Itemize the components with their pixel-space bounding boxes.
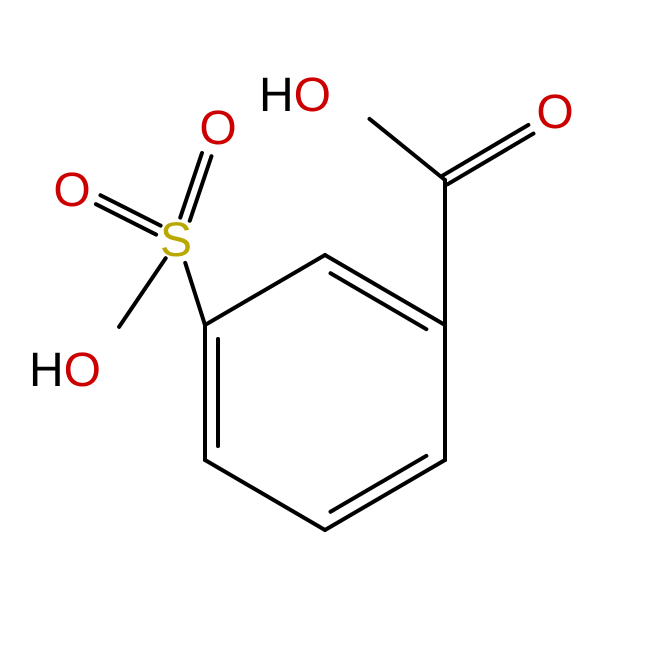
bond xyxy=(325,460,445,530)
bond xyxy=(190,156,212,221)
atom-label-O_left: O xyxy=(53,164,90,217)
atom-glyph: O xyxy=(64,344,101,397)
atom-glyph: H xyxy=(29,344,64,397)
bond xyxy=(331,456,427,512)
bond xyxy=(205,460,325,530)
bond xyxy=(185,263,205,325)
atom-label-HO_bottom: HO xyxy=(29,344,101,397)
bond xyxy=(205,255,325,325)
atom-glyph: S xyxy=(160,214,192,267)
bond xyxy=(448,134,534,185)
bond xyxy=(442,125,528,176)
atom-glyph: O xyxy=(199,102,236,155)
atom-glyph: O xyxy=(53,164,90,217)
atom-glyph: H xyxy=(259,69,294,122)
bond xyxy=(180,153,202,218)
atom-label-S: S xyxy=(160,214,192,267)
atom-label-O_top_right: O xyxy=(536,86,573,139)
atom-label-HO_top: HO xyxy=(259,69,331,122)
atom-glyph: O xyxy=(294,69,331,122)
chemical-structure-diagram: HOOOOSHO xyxy=(0,0,650,650)
bond xyxy=(119,258,166,327)
bond xyxy=(370,119,445,180)
bond xyxy=(331,273,427,329)
atom-label-O_up_left: O xyxy=(199,102,236,155)
bond xyxy=(325,255,445,325)
atom-glyph: O xyxy=(536,86,573,139)
